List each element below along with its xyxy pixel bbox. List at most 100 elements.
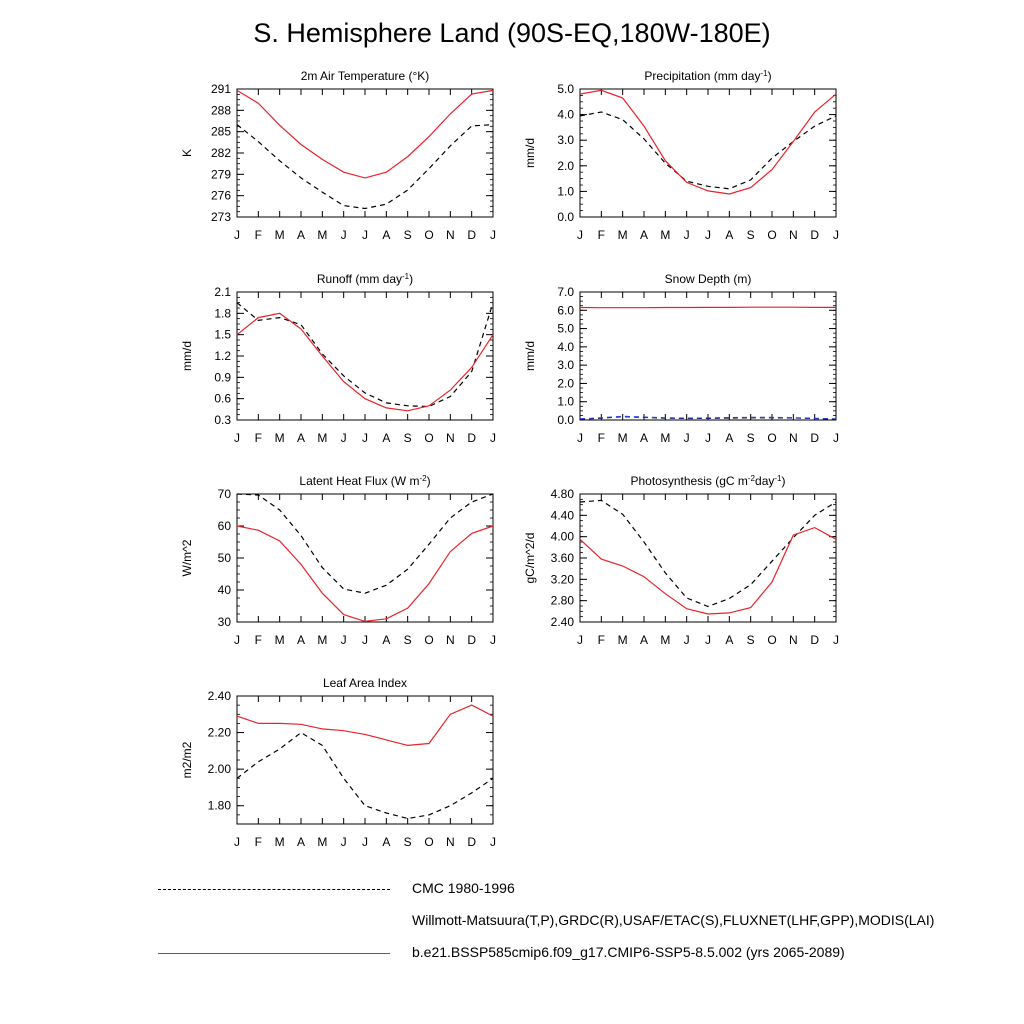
x-tick-label: M — [618, 431, 628, 445]
y-tick-label: 4.40 — [551, 508, 575, 522]
chart-panel-2: Precipitation (mm day-1)J F M A M J J A S O N D J0.0… — [523, 69, 839, 243]
series-line-obs — [236, 731, 494, 820]
x-tick-label: D — [810, 228, 819, 242]
x-tick-label: M — [618, 633, 628, 647]
x-tick-label: M — [275, 431, 285, 445]
y-axis-label: m2/m2 — [180, 741, 194, 778]
chart-title: Runoff (mm day-1) — [317, 272, 413, 287]
x-tick-label: M — [317, 228, 327, 242]
series-line-obs — [236, 302, 494, 408]
x-tick-label: M — [660, 633, 670, 647]
y-axis-label: gC/m^2/d — [523, 533, 537, 584]
x-tick-label: J — [341, 431, 347, 445]
y-tick-label: 3.20 — [551, 572, 575, 586]
y-tick-label: 2.0 — [557, 159, 574, 173]
x-tick-label: F — [255, 228, 262, 242]
x-tick-label: N — [446, 431, 455, 445]
y-tick-label: 2.0 — [557, 376, 574, 390]
x-tick-label: D — [467, 228, 476, 242]
series-line-model — [236, 525, 494, 623]
x-tick-label: D — [810, 431, 819, 445]
legend-swatch-dashed-black — [158, 889, 390, 890]
x-tick-label: A — [297, 431, 305, 445]
y-tick-label: 6.0 — [557, 303, 574, 317]
x-tick-label: A — [382, 228, 390, 242]
x-tick-label: J — [705, 431, 711, 445]
x-tick-label: N — [789, 633, 798, 647]
y-tick-label: 0.0 — [557, 413, 574, 427]
x-tick-label: J — [705, 633, 711, 647]
legend-label: Willmott-Matsuura(T,P),GRDC(R),USAF/ETAC… — [412, 912, 935, 928]
y-tick-label: 2.40 — [208, 689, 232, 703]
series-line-model — [579, 526, 837, 615]
x-tick-label: S — [404, 633, 412, 647]
x-tick-label: S — [747, 228, 755, 242]
x-tick-label: J — [577, 633, 583, 647]
x-tick-label: J — [684, 633, 690, 647]
y-tick-label: 5.0 — [557, 322, 574, 336]
y-tick-label: 60 — [218, 519, 232, 533]
x-tick-label: F — [598, 228, 605, 242]
x-tick-label: O — [424, 431, 433, 445]
series-line-model — [579, 306, 836, 309]
x-tick-label: N — [789, 431, 798, 445]
x-tick-label: A — [382, 633, 390, 647]
x-tick-label: N — [789, 228, 798, 242]
y-tick-label: 4.00 — [551, 530, 575, 544]
plot-frame — [579, 291, 837, 421]
x-tick-label: J — [341, 633, 347, 647]
x-tick-label: J — [833, 633, 839, 647]
chart-panel-3: Runoff (mm day-1)J F M A M J J A S O N D J0.30.60.91… — [180, 272, 496, 446]
y-axis-label: K — [180, 149, 194, 157]
x-tick-label: J — [341, 835, 347, 849]
y-tick-label: 2.1 — [214, 285, 231, 299]
series-line-obs — [236, 493, 494, 594]
chart-title: Photosynthesis (gC m-2day-1) — [631, 474, 786, 489]
y-tick-label: 2.40 — [551, 615, 575, 629]
plot-frame — [236, 88, 494, 218]
chart-title: 2m Air Temperature (°K) — [301, 69, 430, 83]
x-tick-label: J — [684, 431, 690, 445]
x-tick-label: M — [618, 228, 628, 242]
x-tick-label: A — [382, 431, 390, 445]
legend-label: b.e21.BSSP585cmip6.f09_g17.CMIP6-SSP5-8.… — [412, 944, 845, 960]
x-tick-label: A — [725, 431, 733, 445]
y-tick-label: 0.0 — [557, 210, 574, 224]
legend-item-obs-source: Willmott-Matsuura(T,P),GRDC(R),USAF/ETAC… — [158, 908, 998, 936]
series-line-model — [579, 89, 837, 195]
x-tick-label: S — [747, 633, 755, 647]
x-tick-label: J — [577, 228, 583, 242]
series-line-obs — [236, 124, 494, 210]
y-tick-label: 0.6 — [214, 392, 231, 406]
x-tick-label: D — [467, 835, 476, 849]
x-tick-label: O — [424, 633, 433, 647]
y-tick-label: 279 — [211, 167, 231, 181]
chart-panel-5: Latent Heat Flux (W m-2)J F M A M J J A S O N D J304… — [180, 474, 496, 648]
plot-frame — [579, 88, 837, 218]
chart-title: Precipitation (mm day-1) — [644, 69, 771, 84]
y-tick-label: 282 — [211, 146, 231, 160]
y-tick-label: 7.0 — [557, 285, 574, 299]
chart-title: Snow Depth (m) — [665, 272, 752, 286]
x-tick-label: F — [255, 431, 262, 445]
y-tick-label: 2.80 — [551, 594, 575, 608]
x-tick-label: D — [810, 633, 819, 647]
x-tick-label: F — [598, 633, 605, 647]
x-tick-label: J — [362, 835, 368, 849]
x-tick-label: M — [275, 633, 285, 647]
x-tick-label: J — [234, 633, 240, 647]
y-tick-label: 1.0 — [557, 184, 574, 198]
x-tick-label: J — [234, 228, 240, 242]
y-tick-label: 70 — [218, 487, 232, 501]
chart-panel-4: Snow Depth (m)J F M A M J J A S O N D J0.01.02.03.04… — [523, 272, 839, 445]
legend-swatch-solid-red — [158, 953, 390, 954]
x-tick-label: M — [275, 228, 285, 242]
x-tick-label: N — [446, 228, 455, 242]
x-tick-label: N — [446, 633, 455, 647]
y-tick-label: 288 — [211, 103, 231, 117]
x-tick-label: O — [767, 633, 776, 647]
series-line-obs — [579, 111, 837, 190]
y-tick-label: 1.80 — [208, 799, 232, 813]
plot-frame — [236, 291, 494, 421]
